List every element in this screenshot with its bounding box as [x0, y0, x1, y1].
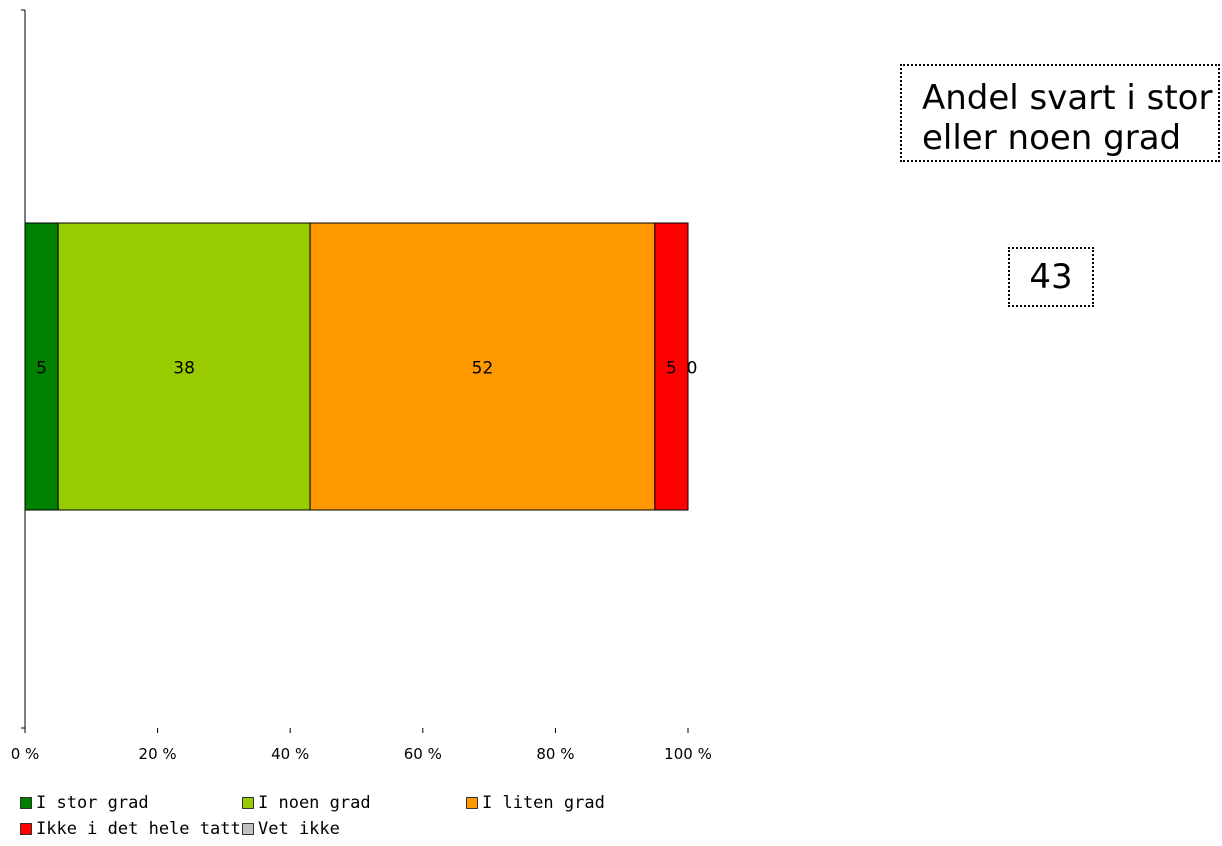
x-tick-label: 80 % [536, 745, 574, 763]
legend-item: I noen grad [242, 790, 371, 816]
legend-item: I liten grad [466, 790, 605, 816]
legend-item: I stor grad [20, 790, 149, 816]
data-label-vet-ikke: 0 [687, 359, 698, 379]
legend-label: I noen grad [258, 793, 371, 813]
x-tick-label: 40 % [271, 745, 309, 763]
share-value-text: 43 [1029, 257, 1073, 297]
data-label-i-liten-grad: 52 [472, 359, 494, 379]
axis-layer: 0 % 20 % 40 % 60 % 80 % 100 % [11, 9, 712, 763]
legend-swatch [466, 797, 478, 809]
legend-item: Vet ikke [242, 816, 340, 842]
legend-swatch [20, 797, 32, 809]
legend-swatch [20, 823, 32, 835]
share-value-box: 43 [1008, 247, 1094, 307]
bar-segment-ikke-i-det-hele-tatt [654, 222, 689, 511]
data-label-layer: 5 38 52 5 0 [36, 359, 697, 379]
bar-segment-i-stor-grad [24, 222, 59, 511]
data-label-i-stor-grad: 5 [36, 359, 47, 379]
x-tick-label: 0 % [11, 745, 40, 763]
legend-swatch [242, 823, 254, 835]
bar-segment-i-noen-grad [57, 222, 311, 511]
x-tick-label: 100 % [664, 745, 712, 763]
legend-label: I liten grad [482, 793, 605, 813]
share-label-text: Andel svart i stor eller noen grad [922, 78, 1213, 158]
bar-segment-i-liten-grad [309, 222, 656, 511]
x-tick-label: 20 % [139, 745, 177, 763]
data-label-ikke-i-det-hele-tatt: 5 [666, 359, 677, 379]
legend-swatch [242, 797, 254, 809]
data-label-i-noen-grad: 38 [173, 359, 195, 379]
share-label-box: Andel svart i stor eller noen grad [900, 64, 1220, 162]
x-tick-label: 60 % [404, 745, 442, 763]
legend-label: Ikke i det hele tatt [36, 819, 241, 839]
bar-layer [24, 222, 689, 511]
legend-label: Vet ikke [258, 819, 340, 839]
legend-item: Ikke i det hele tatt [20, 816, 241, 842]
legend-label: I stor grad [36, 793, 149, 813]
